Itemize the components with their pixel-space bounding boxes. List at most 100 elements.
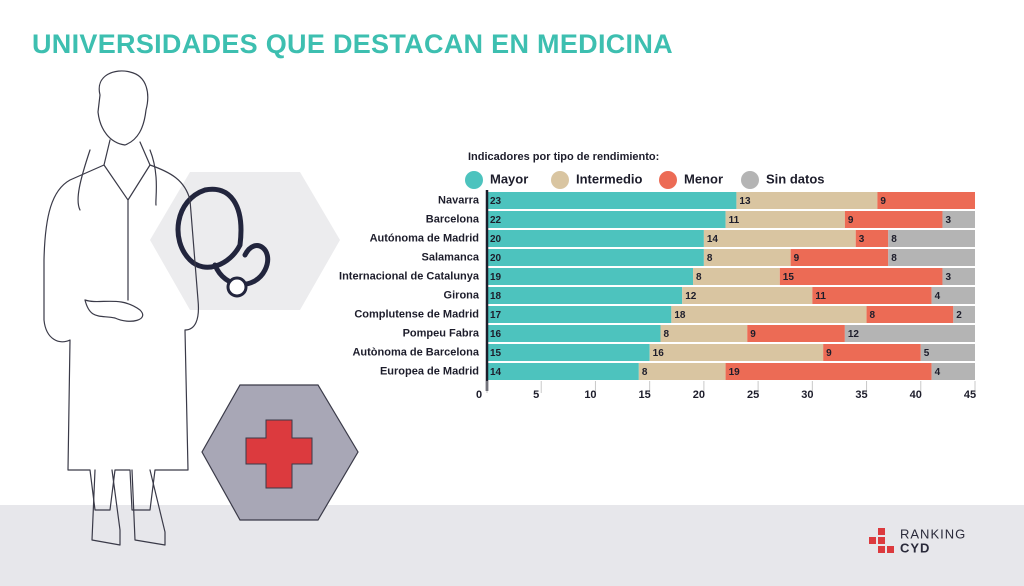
bar-segment xyxy=(888,249,975,266)
category-label: Autònoma de Barcelona xyxy=(352,346,479,358)
value-label: 11 xyxy=(729,215,740,226)
legend-swatch xyxy=(741,171,759,189)
bar-segment xyxy=(693,268,780,285)
category-label: Complutense de Madrid xyxy=(354,308,479,320)
bar-segment xyxy=(931,287,975,304)
x-tick-label: 30 xyxy=(801,389,813,401)
x-tick-label: 10 xyxy=(584,389,596,401)
value-label: 5 xyxy=(924,348,930,359)
value-label: 14 xyxy=(490,367,502,378)
logo: RANKING CYD xyxy=(869,526,966,555)
bar-segment xyxy=(487,306,672,323)
category-label: Autónoma de Madrid xyxy=(370,232,479,244)
value-label: 23 xyxy=(490,196,502,207)
value-label: 19 xyxy=(490,272,502,283)
value-label: 16 xyxy=(490,329,502,340)
bar-segment xyxy=(638,363,726,380)
category-label: Salamanca xyxy=(422,251,480,263)
value-label: 20 xyxy=(490,253,502,264)
value-label: 3 xyxy=(945,272,951,283)
x-tick-label: 25 xyxy=(747,389,759,401)
value-label: 17 xyxy=(490,310,502,321)
value-label: 9 xyxy=(848,215,854,226)
bar-segment xyxy=(487,211,726,228)
legend-label: Intermedio xyxy=(576,171,643,186)
bar-segment xyxy=(855,230,889,247)
value-label: 9 xyxy=(750,329,756,340)
x-tick-label: 45 xyxy=(964,389,976,401)
value-label: 18 xyxy=(490,291,502,302)
value-label: 20 xyxy=(490,234,502,245)
legend-swatch xyxy=(551,171,569,189)
value-label: 14 xyxy=(707,234,719,245)
value-label: 3 xyxy=(945,215,951,226)
doctor-illustration xyxy=(43,70,200,546)
value-label: 9 xyxy=(826,348,832,359)
category-label: Internacional de Catalunya xyxy=(339,270,480,282)
value-label: 15 xyxy=(490,348,502,359)
x-tick-label: 5 xyxy=(533,389,539,401)
value-label: 11 xyxy=(815,291,826,302)
value-label: 18 xyxy=(674,310,686,321)
bar-segment xyxy=(877,192,975,209)
bar-segment xyxy=(487,287,683,304)
value-label: 19 xyxy=(729,367,741,378)
logo-line1: RANKING xyxy=(900,526,966,541)
value-label: 8 xyxy=(891,253,897,264)
legend-label: Menor xyxy=(684,171,723,186)
legend-label: Mayor xyxy=(490,171,528,186)
bar-segment xyxy=(942,211,975,228)
value-label: 12 xyxy=(848,329,860,340)
x-tick-label: 15 xyxy=(639,389,651,401)
bar-segment xyxy=(487,230,704,247)
category-label: Navarra xyxy=(438,194,480,206)
bar-segment xyxy=(703,230,856,247)
bar-segment xyxy=(487,249,704,266)
cross-icon xyxy=(201,384,359,521)
page-title: UNIVERSIDADES QUE DESTACAN EN MEDICINA xyxy=(32,29,673,59)
legend-label: Sin datos xyxy=(766,171,825,186)
x-tick-label: 20 xyxy=(693,389,705,401)
bar-segment xyxy=(660,325,748,342)
stethoscope-icon xyxy=(150,172,340,310)
bar-segment xyxy=(487,325,661,342)
category-label: Girona xyxy=(444,289,480,301)
x-tick-label: 0 xyxy=(476,389,482,401)
value-label: 8 xyxy=(664,329,670,340)
bar-segment xyxy=(790,249,889,266)
value-label: 16 xyxy=(653,348,665,359)
bar-segment xyxy=(812,287,932,304)
category-label: Pompeu Fabra xyxy=(403,327,480,339)
bar-segment xyxy=(671,306,867,323)
value-label: 12 xyxy=(685,291,697,302)
bar-segment xyxy=(823,344,921,361)
bar-segment xyxy=(487,363,639,380)
bar-segment xyxy=(747,325,845,342)
bar-segment xyxy=(942,268,975,285)
bar-segment xyxy=(682,287,813,304)
legend-swatch xyxy=(659,171,677,189)
logo-line2: CYD xyxy=(900,540,930,555)
value-label: 4 xyxy=(935,367,941,378)
bar-segment xyxy=(487,268,694,285)
bar-segment xyxy=(779,268,943,285)
bar-segment xyxy=(487,344,650,361)
value-label: 8 xyxy=(891,234,897,245)
bar-segment xyxy=(888,230,975,247)
value-label: 13 xyxy=(739,196,751,207)
category-label: Europea de Madrid xyxy=(380,365,479,377)
bar-segment xyxy=(931,363,975,380)
bar-segment xyxy=(703,249,791,266)
bar-segment xyxy=(487,192,737,209)
footer-band xyxy=(0,505,1024,586)
value-label: 2 xyxy=(956,310,962,321)
bar-segment xyxy=(649,344,824,361)
bar-segment xyxy=(866,306,954,323)
value-label: 22 xyxy=(490,215,502,226)
bar-segment xyxy=(953,306,975,323)
bar-segment xyxy=(725,211,845,228)
value-label: 8 xyxy=(696,272,702,283)
bar-segment xyxy=(725,363,932,380)
bar-segment xyxy=(736,192,878,209)
